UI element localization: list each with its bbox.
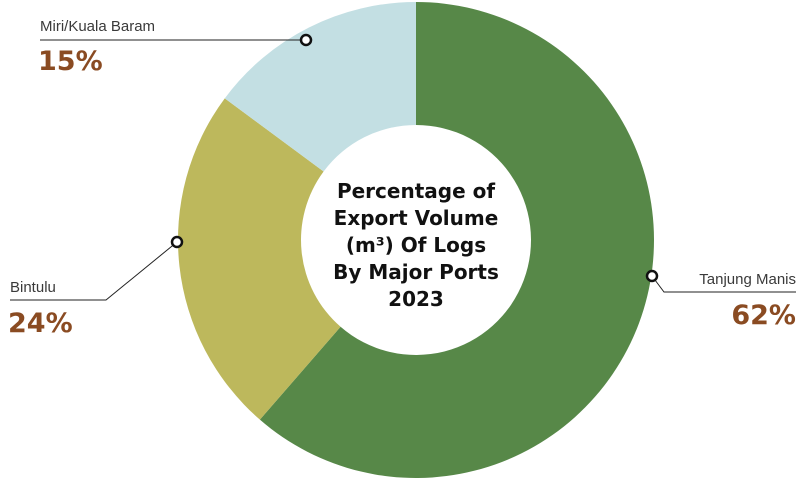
- leader-dot-miri: [299, 33, 313, 47]
- title-line-4: By Major Ports: [333, 260, 499, 284]
- percent-miri: 15%: [38, 46, 103, 77]
- center-title: Percentage of Export Volume (m³) Of Logs…: [333, 179, 499, 311]
- percent-tanjung-manis: 62%: [731, 300, 796, 331]
- leader-line-bintulu: [10, 241, 178, 301]
- title-line-5: 2023: [388, 287, 444, 311]
- label-miri: Miri/Kuala Baram: [40, 18, 155, 35]
- slice-bintulu: [178, 98, 341, 420]
- label-bintulu: Bintulu: [10, 279, 56, 296]
- callout-bintulu: Bintulu 24%: [8, 235, 184, 339]
- leader-line-tanjung-manis: [651, 275, 796, 293]
- title-line-1: Percentage of: [337, 179, 495, 203]
- leader-dot-tanjung-manis: [645, 269, 659, 283]
- callout-miri: Miri/Kuala Baram 15%: [38, 18, 313, 77]
- title-line-2: Export Volume: [334, 206, 499, 230]
- leader-dot-bintulu: [170, 235, 184, 249]
- slices-group: [178, 2, 655, 478]
- label-tanjung-manis: Tanjung Manis: [699, 271, 796, 288]
- slice-miri-kuala-baram: [224, 2, 416, 172]
- slice-tanjung-manis: [259, 2, 655, 478]
- callout-tanjung-manis: Tanjung Manis 62%: [645, 269, 796, 331]
- percent-bintulu: 24%: [8, 308, 73, 339]
- title-line-3: (m³) Of Logs: [346, 233, 486, 257]
